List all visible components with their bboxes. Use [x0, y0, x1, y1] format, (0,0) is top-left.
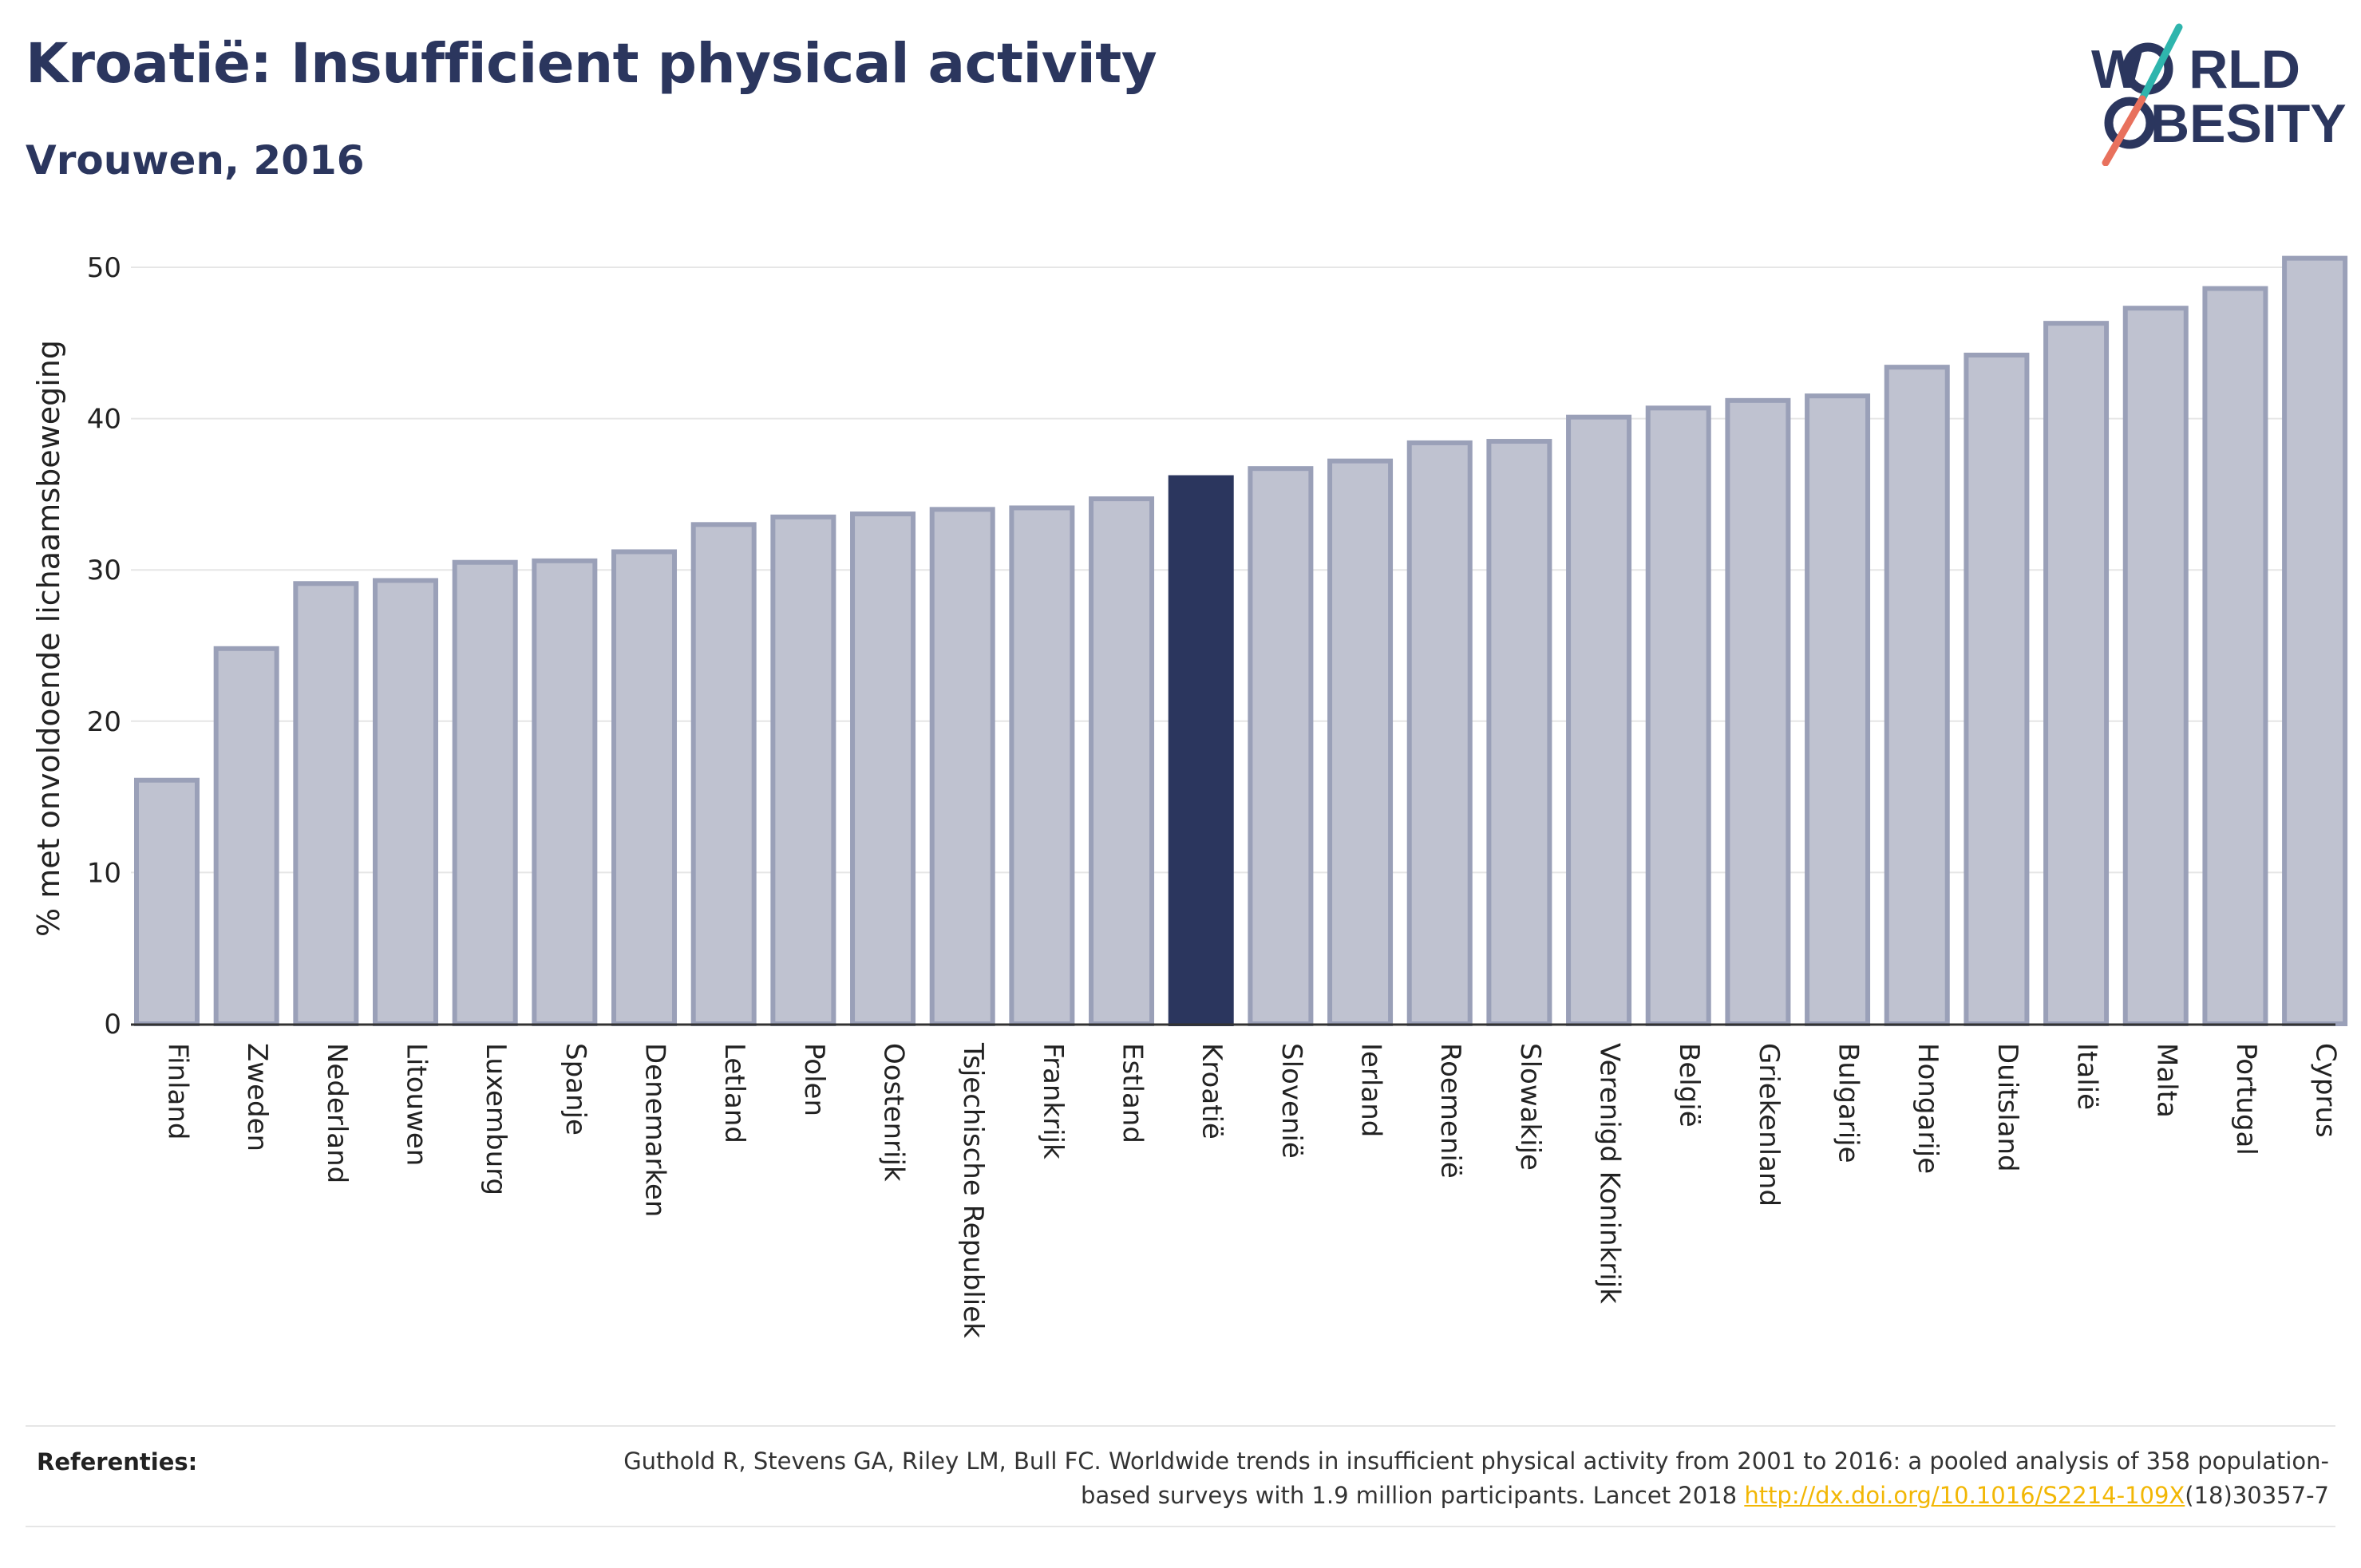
- logo-ring-2: [2104, 97, 2155, 149]
- x-tick-label: Zweden: [241, 1043, 273, 1151]
- y-tick-label: 0: [104, 1009, 121, 1041]
- x-tick-label: Polen: [798, 1043, 830, 1116]
- bar-duitsland[interactable]: [1964, 352, 2030, 1026]
- x-tick-label: Slovenië: [1275, 1043, 1307, 1159]
- bar-italië[interactable]: [2043, 321, 2110, 1027]
- x-tick-label: Bulgarije: [1833, 1043, 1865, 1163]
- bar-kroatië[interactable]: [1168, 475, 1234, 1026]
- page-subtitle: Vrouwen, 2016: [26, 137, 365, 184]
- x-tick-label: Oostenrijk: [878, 1043, 910, 1182]
- bar-zweden[interactable]: [213, 646, 279, 1026]
- bar-estland[interactable]: [1089, 496, 1155, 1026]
- x-tick-label: Estland: [1117, 1043, 1149, 1143]
- references-citation: Guthold R, Stevens GA, Riley LM, Bull FC…: [623, 1448, 2329, 1509]
- divider-bottom: [26, 1526, 2335, 1527]
- bar-cyprus[interactable]: [2282, 255, 2348, 1026]
- x-tick-label: Luxemburg: [480, 1043, 512, 1195]
- x-tick-label: Litouwen: [401, 1043, 433, 1166]
- x-tick-label: Italië: [2071, 1043, 2103, 1110]
- logo-slash-bottom: [2102, 95, 2146, 167]
- x-tick-label: Cyprus: [2310, 1043, 2342, 1138]
- x-tick-label: Spanje: [560, 1043, 591, 1136]
- y-tick-label: 30: [87, 555, 121, 587]
- x-tick-label: Roemenië: [1434, 1043, 1466, 1179]
- logo-line1: W RLD: [2091, 39, 2300, 100]
- x-tick-label: Kroatië: [1196, 1043, 1228, 1139]
- x-tick-label: Malta: [2150, 1043, 2182, 1118]
- bar-finland[interactable]: [134, 777, 200, 1027]
- x-tick-label: Hongarije: [1912, 1043, 1944, 1174]
- x-axis-labels: Finland Zweden Nederland Litouwen Luxemburg S…: [162, 1042, 2342, 1338]
- bar-luxemburg[interactable]: [452, 559, 518, 1026]
- page-title: Kroatië: Insufficient physical activity: [26, 32, 1157, 96]
- x-tick-label: Portugal: [2230, 1043, 2262, 1155]
- bar-nederland[interactable]: [293, 581, 359, 1026]
- bars: [134, 255, 2348, 1027]
- logo-line2: BESITY: [2150, 93, 2347, 154]
- bar-bulgarije[interactable]: [1805, 393, 1871, 1027]
- x-tick-label: België: [1673, 1043, 1705, 1128]
- bar-spanje[interactable]: [532, 558, 598, 1026]
- x-tick-label: Slowakije: [1514, 1043, 1546, 1171]
- bar-roemenië[interactable]: [1406, 440, 1473, 1026]
- y-tick-label: 50: [87, 252, 121, 284]
- x-tick-label: Denemarken: [639, 1043, 671, 1217]
- x-tick-label: Tsjechische Republiek: [957, 1042, 989, 1338]
- y-tick-label: 10: [87, 857, 121, 889]
- x-tick-label: Ierland: [1355, 1043, 1387, 1137]
- bar-portugal[interactable]: [2202, 286, 2268, 1026]
- x-tick-label: Finland: [162, 1043, 194, 1140]
- bar-litouwen[interactable]: [373, 578, 439, 1026]
- bar-tsjechische-republiek[interactable]: [929, 507, 995, 1026]
- references-text: Guthold R, Stevens GA, Riley LM, Bull FC…: [573, 1444, 2329, 1513]
- x-tick-label: Verenigd Koninkrijk: [1594, 1043, 1626, 1304]
- bar-denemarken[interactable]: [611, 549, 678, 1026]
- bar-ierland[interactable]: [1327, 458, 1394, 1026]
- x-tick-label: Nederland: [321, 1043, 353, 1183]
- bar-oostenrijk[interactable]: [850, 511, 916, 1026]
- y-tick-label: 40: [87, 404, 121, 436]
- bar-slovenië[interactable]: [1248, 466, 1314, 1026]
- references-doi-link[interactable]: http://dx.doi.org/10.1016/S2214-109X: [1744, 1482, 2185, 1509]
- x-tick-label: Frankrijk: [1037, 1043, 1069, 1159]
- x-tick-label: Griekenland: [1753, 1043, 1785, 1207]
- divider-top: [26, 1425, 2335, 1427]
- y-axis-label: % met onvoldoende lichaamsbeweging: [31, 340, 66, 937]
- bar-chart: 0 10 20 30 40 50 Finland Zweden Nederland Litouw…: [31, 252, 2348, 1338]
- y-tick-label: 20: [87, 706, 121, 738]
- bar-verenigd-koninkrijk[interactable]: [1566, 414, 1632, 1026]
- bar-frankrijk[interactable]: [1009, 505, 1075, 1026]
- world-obesity-logo[interactable]: W RLD BESITY: [2075, 22, 2347, 167]
- logo-slash-top: [2138, 23, 2183, 103]
- bar-griekenland[interactable]: [1725, 397, 1791, 1026]
- x-tick-label: Letland: [718, 1043, 750, 1143]
- bar-hongarije[interactable]: [1884, 365, 1950, 1026]
- bar-malta[interactable]: [2122, 306, 2189, 1026]
- bar-letland[interactable]: [690, 522, 757, 1026]
- bar-belgië[interactable]: [1645, 405, 1711, 1026]
- x-tick-label: Duitsland: [1991, 1043, 2023, 1172]
- y-axis-ticks: 0 10 20 30 40 50: [87, 252, 121, 1041]
- bar-polen[interactable]: [770, 514, 836, 1026]
- references-citation-suffix: (18)30357-7: [2185, 1482, 2329, 1509]
- bar-slowakije[interactable]: [1486, 439, 1552, 1026]
- references-label: Referenties:: [37, 1448, 198, 1475]
